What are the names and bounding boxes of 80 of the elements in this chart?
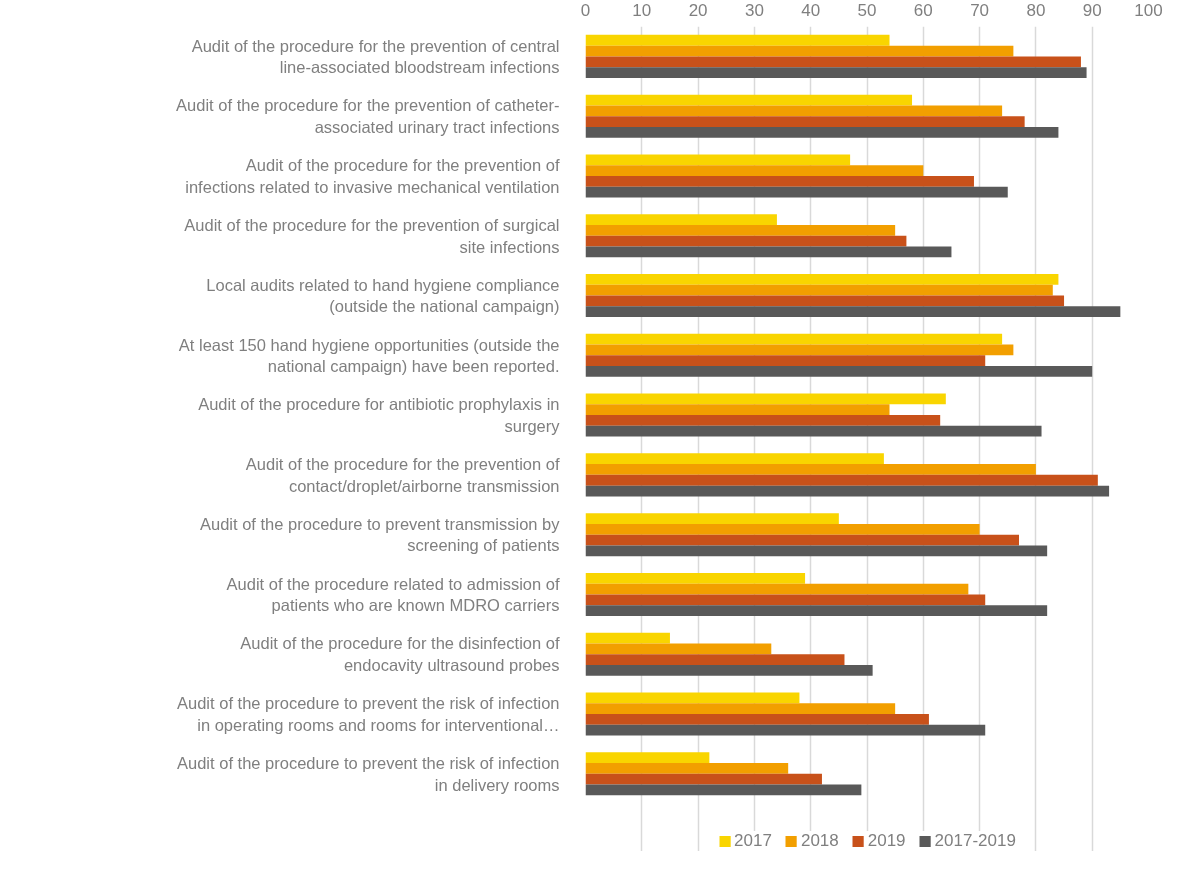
bar <box>585 714 929 725</box>
x-tick-label: 20 <box>688 0 708 20</box>
bar <box>585 126 1059 138</box>
bar <box>585 752 710 764</box>
y-tick-label: Audit of the procedure for the prevention of infections related to invasive mechanical ventilation <box>185 156 560 196</box>
bar <box>585 453 884 465</box>
x-tick-label: 30 <box>744 0 764 20</box>
bar <box>585 534 1020 546</box>
bar <box>585 154 851 166</box>
bar <box>585 632 670 644</box>
bar <box>585 393 946 405</box>
bar <box>585 654 845 665</box>
bar <box>585 224 896 236</box>
bar <box>585 692 800 704</box>
y-tick-label: Audit of the procedure to prevent transmission by screening of patients <box>199 514 561 555</box>
bar <box>585 56 1081 68</box>
bar <box>585 513 839 524</box>
x-tick-label: 80 <box>1026 0 1046 20</box>
bar <box>585 344 1014 356</box>
bar <box>585 464 1036 475</box>
legend-label: 2017-2019 <box>934 831 1016 851</box>
bar <box>585 116 1025 127</box>
bar <box>585 773 822 785</box>
y-tick-label: Audit of the procedure for the prevention of central line-associated bloodstream infections <box>191 36 560 77</box>
bar <box>585 485 1110 497</box>
bar <box>585 235 907 247</box>
x-tick-label: 40 <box>801 0 821 20</box>
bar <box>585 404 890 416</box>
bar <box>585 643 772 655</box>
bar <box>585 415 941 426</box>
legend-label: 2017 <box>734 831 772 851</box>
bar <box>585 214 777 225</box>
x-tick-label: 50 <box>857 0 877 20</box>
bar <box>585 67 1087 78</box>
y-tick-label: At least 150 hand hygiene opportunities (outside the national campaign) have been reported. <box>178 335 560 376</box>
bar <box>585 175 974 187</box>
legend-label: 2018 <box>800 831 839 851</box>
bar <box>585 246 952 258</box>
bar <box>585 724 986 736</box>
bar <box>585 165 924 176</box>
bar <box>585 763 789 774</box>
bar <box>585 306 1121 318</box>
bar <box>585 703 896 714</box>
y-tick-label: Audit of the procedure for antibiotic prophylaxis in surgery <box>198 395 561 435</box>
bar <box>585 105 1003 117</box>
x-tick-label: 10 <box>632 0 652 20</box>
y-tick-label: Audit of the procedure for the prevention of contact/droplet/airborne transmission <box>245 455 560 495</box>
bar <box>585 45 1014 57</box>
bar <box>585 366 1093 377</box>
y-tick-label: Audit of the procedure for the disinfection of endocavity ultrasound probes <box>240 634 560 675</box>
bar <box>585 572 806 584</box>
bar <box>585 355 986 367</box>
x-tick-label: 60 <box>913 0 933 20</box>
x-tick-label: 0 <box>580 0 591 20</box>
y-tick-label: Audit of the procedure to prevent the risk of infection in delivery rooms <box>177 753 560 794</box>
bar <box>585 605 1048 616</box>
bar <box>585 784 862 796</box>
y-tick-label: Audit of the procedure to prevent the risk of infection in operating rooms and rooms for interventional… <box>177 694 560 734</box>
x-tick-label: 100 <box>1134 0 1163 20</box>
bar <box>585 186 1008 198</box>
bar <box>585 295 1065 307</box>
bar <box>585 523 980 535</box>
legend-label: 2019 <box>867 831 906 851</box>
bar <box>585 583 969 595</box>
bar <box>585 664 873 676</box>
y-tick-label: Audit of the procedure related to admission of patients who are known MDRO carriers <box>226 574 560 615</box>
bar <box>585 94 913 106</box>
bar <box>585 34 890 46</box>
y-tick-label: Local audits related to hand hygiene compliance (outside the national campaign) <box>206 275 560 316</box>
bar <box>585 594 986 606</box>
y-tick-label: Audit of the procedure for the prevention of catheter- associated urinary tract infections <box>176 96 560 136</box>
x-tick-label: 70 <box>970 0 990 20</box>
bar <box>585 284 1053 296</box>
bar <box>585 274 1059 285</box>
bar <box>585 333 1003 345</box>
bar <box>585 474 1098 486</box>
y-tick-label: Audit of the procedure for the prevention of surgical site infections <box>184 215 560 256</box>
bar <box>585 425 1042 437</box>
x-tick-label: 90 <box>1082 0 1102 20</box>
bar <box>585 545 1048 557</box>
